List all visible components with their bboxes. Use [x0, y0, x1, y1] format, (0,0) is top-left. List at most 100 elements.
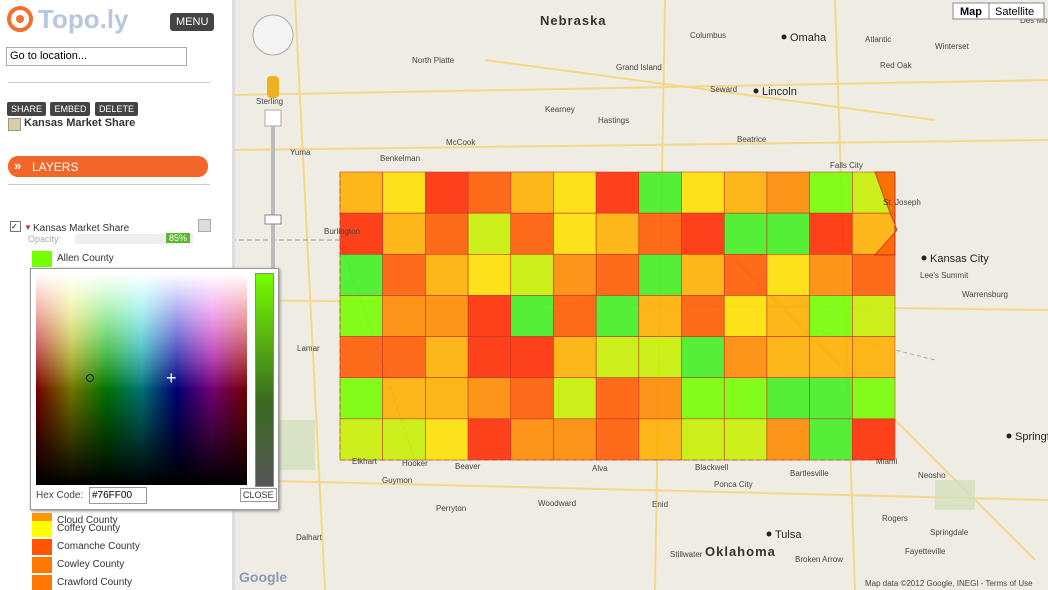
opacity-label: Opacity: — [28, 234, 62, 244]
zoom-in[interactable] — [264, 109, 282, 127]
close-button[interactable]: CLOSE — [240, 488, 277, 502]
county — [766, 253, 810, 296]
county — [467, 171, 512, 214]
county — [510, 418, 554, 461]
map-label: Enid — [652, 500, 668, 509]
zoom-handle[interactable] — [264, 214, 282, 225]
map-label: Ponca City — [714, 480, 753, 489]
map-type-satellite[interactable] — [988, 2, 1045, 20]
county-swatch[interactable] — [32, 251, 52, 267]
county — [809, 212, 853, 255]
city-dot — [766, 531, 772, 537]
county — [852, 336, 896, 379]
map-label: Woodward — [538, 499, 576, 508]
road — [235, 79, 1048, 96]
county — [595, 295, 640, 337]
map-label: Kansas City — [930, 253, 989, 265]
map-label: Stillwater — [670, 550, 703, 559]
county — [467, 212, 512, 255]
delete-button[interactable]: DELETE — [94, 102, 138, 116]
map-label: Omaha — [790, 32, 827, 44]
county — [766, 171, 810, 214]
county-name: Coffey County — [57, 523, 121, 534]
county-name: Cowley County — [57, 559, 125, 570]
city-dot — [753, 88, 759, 94]
map-label: Red Oak — [880, 61, 913, 70]
map-label: Oklahoma — [705, 544, 776, 559]
county-swatch[interactable] — [32, 521, 52, 537]
map-label: Rogers — [882, 514, 908, 523]
county — [553, 377, 597, 420]
map-label: Columbus — [690, 31, 726, 40]
county — [809, 418, 853, 461]
county — [852, 295, 896, 337]
map-type-satellite-label: Satellite — [995, 6, 1034, 18]
county — [553, 212, 597, 255]
map-label: Neosho — [918, 471, 946, 480]
pan-control[interactable] — [252, 14, 294, 56]
layer-checkbox[interactable]: ✓ — [10, 221, 21, 232]
map-label: Lee's Summit — [920, 271, 969, 280]
map-label: Elkhart — [352, 457, 378, 466]
county — [766, 295, 810, 337]
map-label: Broken Arrow — [795, 555, 843, 564]
county-name: Cloud County — [57, 515, 118, 526]
opacity-slider[interactable] — [75, 234, 193, 244]
brightness-slider[interactable] — [255, 273, 274, 487]
county — [425, 418, 469, 461]
county — [852, 377, 896, 420]
hex-input[interactable]: #76FF00 — [89, 487, 147, 504]
county — [638, 171, 682, 214]
pegman[interactable] — [267, 76, 279, 98]
county — [723, 336, 768, 379]
county-swatch[interactable] — [32, 575, 52, 590]
layer-icon[interactable] — [198, 219, 211, 232]
layer-name: Kansas Market Share — [33, 223, 130, 234]
map-label: Dalhart — [296, 533, 323, 542]
map-label: Warrensburg — [962, 290, 1008, 299]
map-label: Miami — [876, 457, 898, 466]
attribution: Map data ©2012 Google, INEGI - Terms of … — [865, 579, 1033, 588]
county — [339, 253, 383, 296]
map-label: Falls City — [830, 161, 863, 170]
county — [382, 336, 426, 379]
divider — [8, 82, 210, 83]
map-label: Nebraska — [540, 13, 607, 28]
color-field[interactable]: + — [36, 273, 247, 485]
county-swatch[interactable] — [32, 557, 52, 573]
county — [553, 253, 597, 296]
map[interactable]: Nebraska Oklahoma Omaha Lincoln Kansas City T… — [235, 0, 1048, 590]
menu-button[interactable]: MENU — [170, 13, 215, 31]
county — [553, 295, 597, 337]
county — [510, 212, 554, 255]
map-label: Blackwell — [695, 463, 729, 472]
county-swatch[interactable] — [32, 539, 52, 555]
embed-button[interactable]: EMBED — [50, 102, 91, 116]
county — [467, 295, 512, 337]
county — [510, 171, 554, 214]
county — [766, 377, 810, 420]
map-label: McCook — [446, 138, 476, 147]
location-input[interactable]: Go to location... — [6, 47, 187, 66]
opacity-value: 85% — [166, 233, 191, 243]
logo: Topo.ly — [38, 4, 129, 34]
share-button[interactable]: SHARE — [7, 102, 47, 116]
county — [723, 418, 768, 461]
city-dot — [781, 34, 787, 40]
layers-bar[interactable] — [8, 156, 208, 177]
county — [339, 295, 383, 337]
county-name: Comanche County — [57, 541, 140, 552]
google-logo: Google — [239, 569, 287, 585]
county — [339, 336, 383, 379]
map-label: Seward — [710, 85, 737, 94]
county — [638, 295, 682, 337]
county — [382, 418, 426, 461]
map-label: Springdale — [930, 528, 969, 537]
county — [382, 377, 426, 420]
map-label: Tulsa — [775, 529, 802, 541]
map-label: Burlington — [324, 227, 360, 236]
county — [595, 171, 640, 214]
county — [595, 253, 640, 296]
county — [595, 418, 640, 461]
picker-cursor — [86, 374, 94, 382]
